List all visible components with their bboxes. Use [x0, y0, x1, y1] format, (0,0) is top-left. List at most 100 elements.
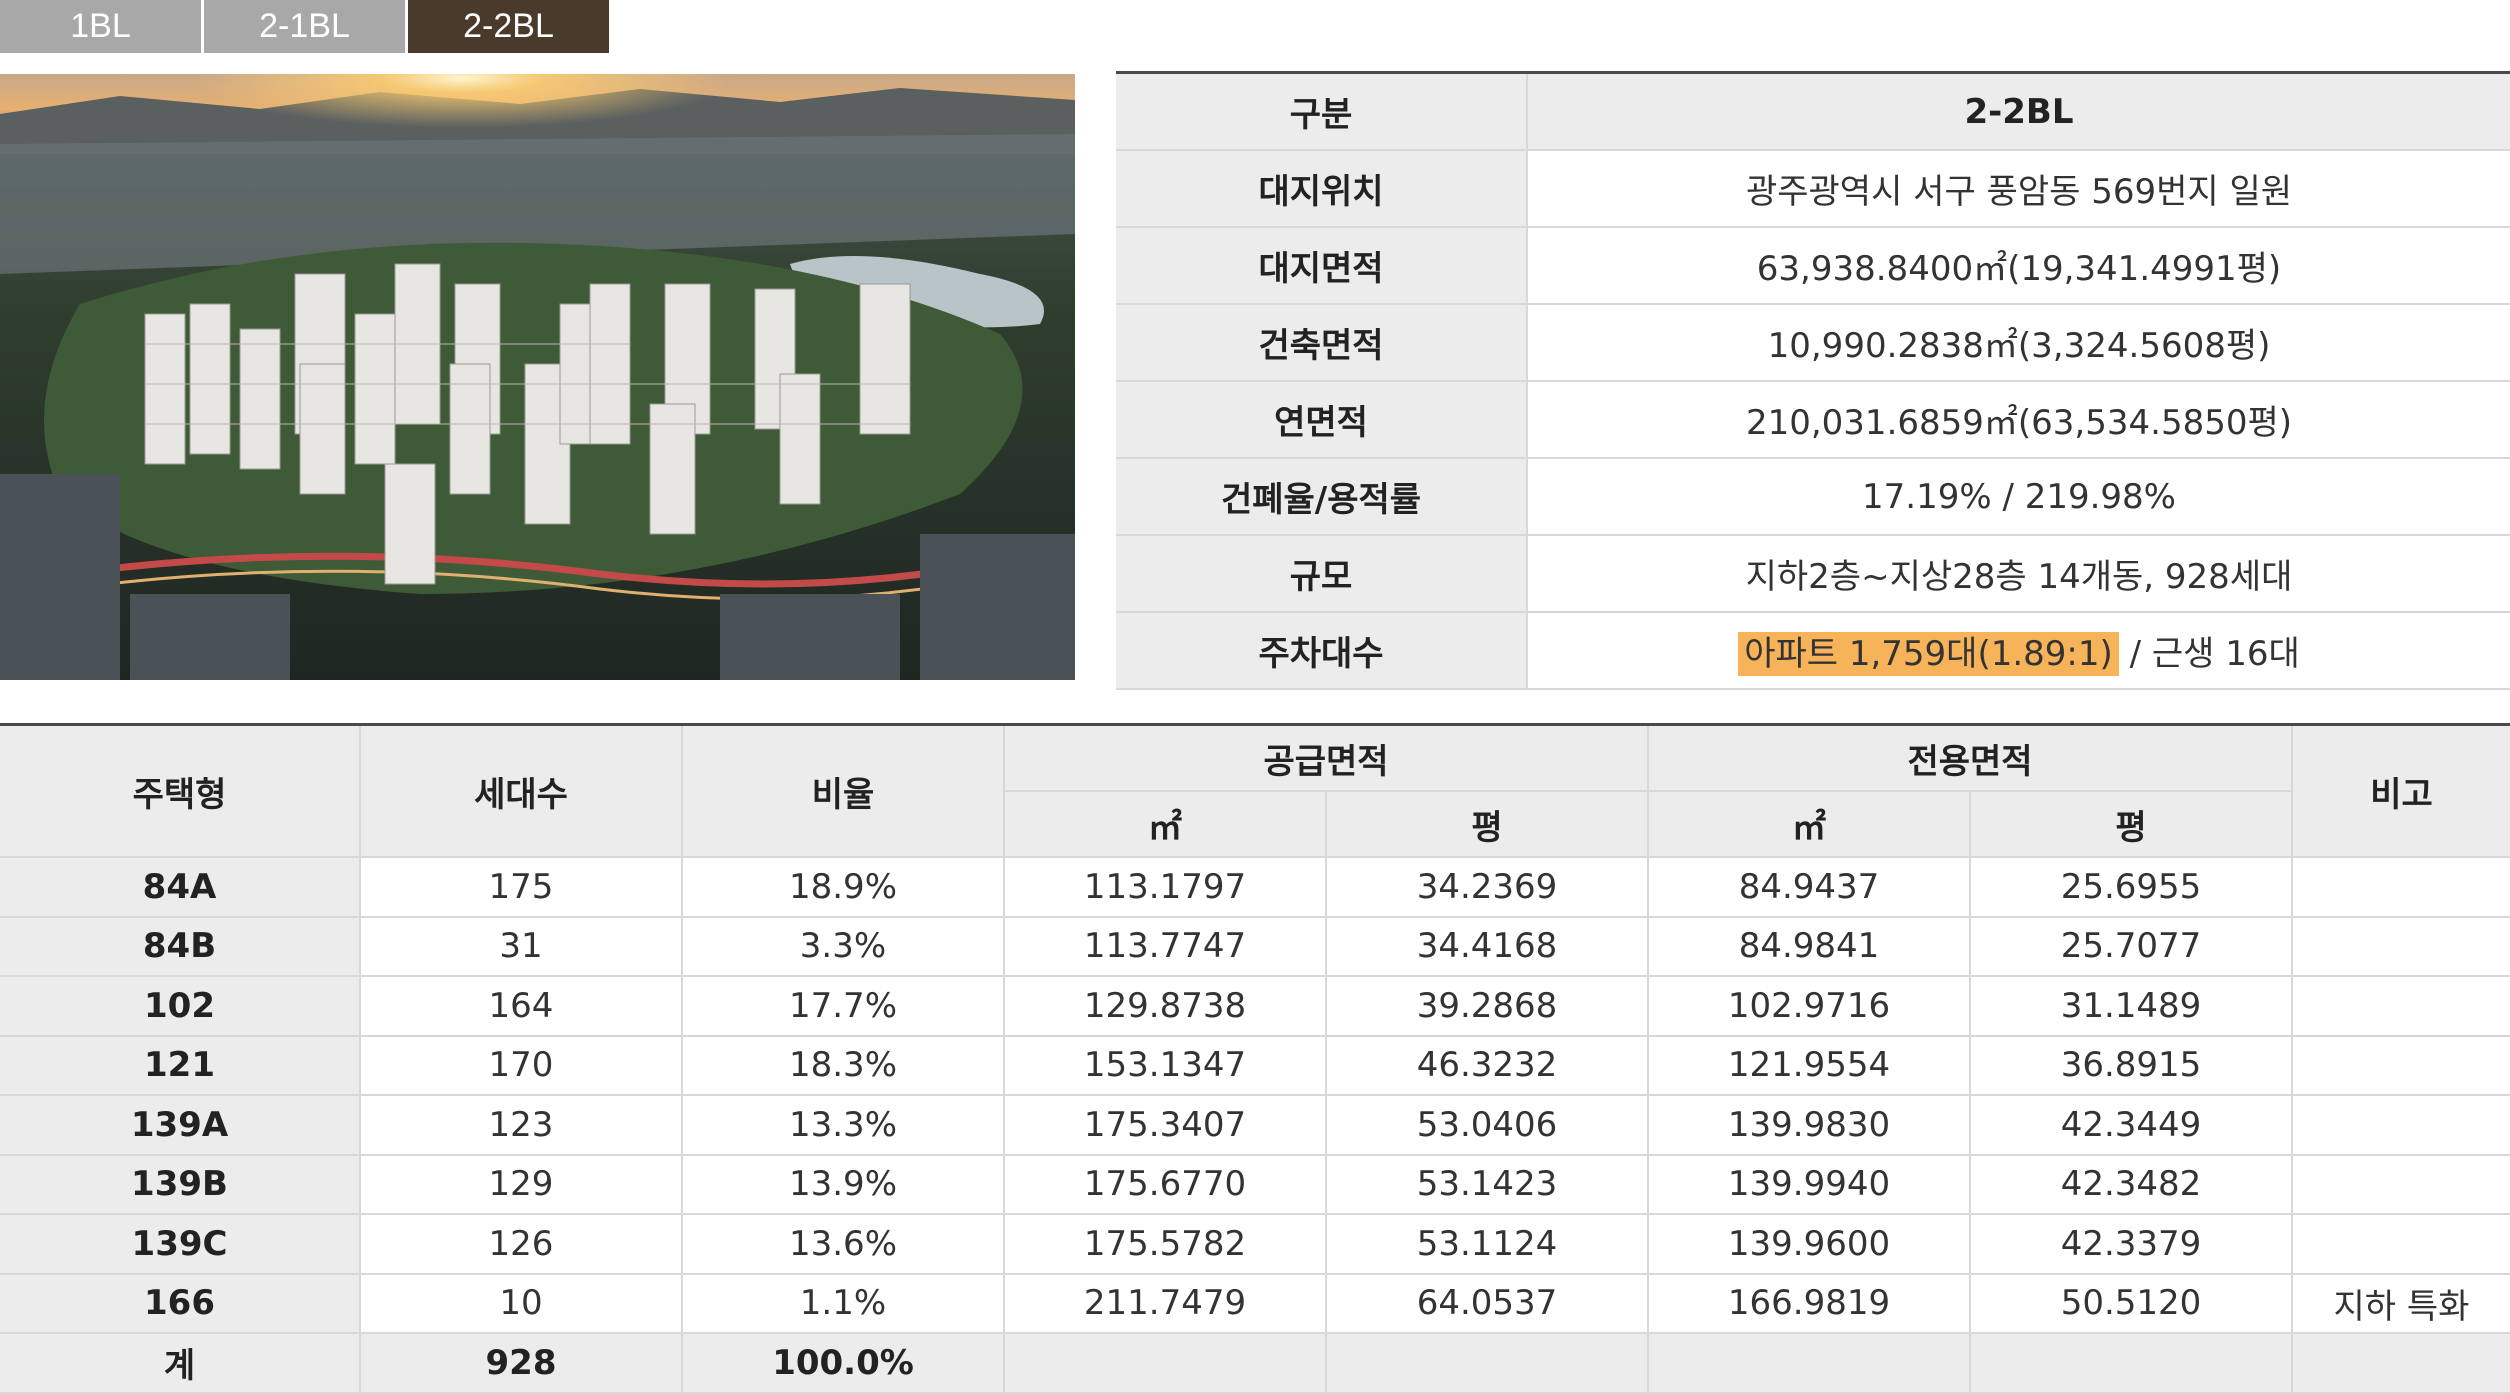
cell-ratio: 18.9%: [681, 856, 1005, 918]
header-supply-pyeong: 평: [1325, 791, 1649, 858]
project-summary-table: 구분 2-2BL 대지위치 광주광역시 서구 풍암동 569번지 일원 대지면적…: [1116, 71, 2510, 690]
cell-note: [2291, 1153, 2510, 1215]
cell-households: 31: [359, 915, 683, 977]
cell-exclusive-pyeong: 36.8915: [1969, 1034, 2293, 1096]
cell-ratio: 18.3%: [681, 1034, 1005, 1096]
cell-exclusive-sqm: 166.9819: [1647, 1272, 1971, 1334]
cell-note: [2291, 1094, 2510, 1156]
header-exclusive-sqm: ㎡: [1647, 791, 1971, 858]
cell-type: 84B: [0, 915, 361, 977]
table-row: 102 164 17.7% 129.8738 39.2868 102.9716 …: [0, 975, 2510, 1037]
table-row: 84A 175 18.9% 113.1797 34.2369 84.9437 2…: [0, 856, 2510, 918]
cell-exclusive-pyeong: 42.3482: [1969, 1153, 2293, 1215]
cell-supply-pyeong: 39.2868: [1325, 975, 1649, 1037]
cell-supply-pyeong: 46.3232: [1325, 1034, 1649, 1096]
cell-households: 164: [359, 975, 683, 1037]
header-ratio: 비율: [681, 724, 1005, 858]
table-row: 139A 123 13.3% 175.3407 53.0406 139.9830…: [0, 1094, 2510, 1156]
cell-note: [2291, 975, 2510, 1037]
table-row: 166 10 1.1% 211.7479 64.0537 166.9819 50…: [0, 1272, 2510, 1334]
cell-note: [2291, 1034, 2510, 1096]
cell-households: 126: [359, 1213, 683, 1275]
total-row: 계 928 100.0%: [0, 1332, 2510, 1394]
cell-exclusive-sqm: 139.9940: [1647, 1153, 1971, 1215]
cell-exclusive-sqm: 84.9841: [1647, 915, 1971, 977]
cell-supply-pyeong: 53.1124: [1325, 1213, 1649, 1275]
header-exclusive-area: 전용면적: [1647, 724, 2293, 792]
tab-1bl[interactable]: 1BL: [0, 0, 201, 53]
cell-ratio: 17.7%: [681, 975, 1005, 1037]
cell-exclusive-pyeong: 25.7077: [1969, 915, 2293, 977]
cell-exclusive-pyeong: 25.6955: [1969, 856, 2293, 918]
cell-supply-pyeong: 34.2369: [1325, 856, 1649, 918]
summary-label: 규모: [1116, 535, 1528, 613]
summary-label: 주차대수: [1116, 612, 1528, 690]
cell-type: 139A: [0, 1094, 361, 1156]
cell-households: 175: [359, 856, 683, 918]
table-row: 84B 31 3.3% 113.7747 34.4168 84.9841 25.…: [0, 915, 2510, 977]
parking-value: 아파트 1,759대(1.89:1) / 근생 16대: [1527, 612, 2510, 690]
cell-exclusive-sqm: 139.9830: [1647, 1094, 1971, 1156]
cell-note: [2291, 1213, 2510, 1275]
cell-supply-sqm: 175.3407: [1003, 1094, 1327, 1156]
summary-header-value: 2-2BL: [1527, 72, 2510, 151]
cell-supply-sqm: 211.7479: [1003, 1272, 1327, 1334]
cell-households: 129: [359, 1153, 683, 1215]
cell-note: [2291, 856, 2510, 918]
cell-exclusive-sqm: 84.9437: [1647, 856, 1971, 918]
tab-2-1bl[interactable]: 2-1BL: [204, 0, 405, 53]
summary-label: 건폐율/용적률: [1116, 458, 1528, 536]
cell-supply-pyeong: 64.0537: [1325, 1272, 1649, 1334]
cell-households: 10: [359, 1272, 683, 1334]
cell-empty: [1647, 1332, 1971, 1394]
cell-exclusive-pyeong: 50.5120: [1969, 1272, 2293, 1334]
cell-type: 139C: [0, 1213, 361, 1275]
cell-empty: [1003, 1332, 1327, 1394]
header-type: 주택형: [0, 724, 361, 858]
tab-2-2bl[interactable]: 2-2BL: [408, 0, 609, 53]
summary-label: 대지위치: [1116, 150, 1528, 228]
table-row: 121 170 18.3% 153.1347 46.3232 121.9554 …: [0, 1034, 2510, 1096]
summary-label: 대지면적: [1116, 227, 1528, 305]
cell-ratio: 1.1%: [681, 1272, 1005, 1334]
cell-ratio: 13.9%: [681, 1153, 1005, 1215]
parking-highlight: 아파트 1,759대(1.89:1): [1738, 632, 2119, 676]
cell-note: 지하 특화: [2291, 1272, 2510, 1334]
total-ratio: 100.0%: [681, 1332, 1005, 1394]
summary-value: 광주광역시 서구 풍암동 569번지 일원: [1527, 150, 2510, 228]
cell-empty: [1325, 1332, 1649, 1394]
summary-value: 17.19% / 219.98%: [1527, 458, 2510, 536]
summary-header-label: 구분: [1116, 72, 1528, 151]
cell-supply-pyeong: 53.1423: [1325, 1153, 1649, 1215]
block-tabs: 1BL 2-1BL 2-2BL: [0, 0, 612, 53]
header-supply-sqm: ㎡: [1004, 791, 1327, 858]
total-label: 계: [0, 1332, 361, 1394]
cell-households: 170: [359, 1034, 683, 1096]
cell-exclusive-pyeong: 31.1489: [1969, 975, 2293, 1037]
cell-exclusive-sqm: 121.9554: [1647, 1034, 1971, 1096]
cell-supply-sqm: 175.5782: [1003, 1213, 1327, 1275]
cell-type: 139B: [0, 1153, 361, 1215]
cell-empty: [1969, 1332, 2293, 1394]
header-supply-area: 공급면적: [1003, 724, 1649, 792]
summary-value: 10,990.2838㎡(3,324.5608평): [1527, 304, 2510, 382]
cell-ratio: 13.6%: [681, 1213, 1005, 1275]
cell-type: 166: [0, 1272, 361, 1334]
cell-supply-sqm: 153.1347: [1003, 1034, 1327, 1096]
cell-supply-sqm: 113.1797: [1003, 856, 1327, 918]
aerial-rendering-image: [0, 74, 1075, 680]
cell-supply-pyeong: 34.4168: [1325, 915, 1649, 977]
cell-supply-sqm: 175.6770: [1003, 1153, 1327, 1215]
cell-supply-pyeong: 53.0406: [1325, 1094, 1649, 1156]
cell-note: [2291, 915, 2510, 977]
cell-exclusive-pyeong: 42.3379: [1969, 1213, 2293, 1275]
cell-supply-sqm: 113.7747: [1003, 915, 1327, 977]
table-row: 139C 126 13.6% 175.5782 53.1124 139.9600…: [0, 1213, 2510, 1275]
cell-type: 102: [0, 975, 361, 1037]
cell-type: 121: [0, 1034, 361, 1096]
unit-rows: 84A 175 18.9% 113.1797 34.2369 84.9437 2…: [0, 856, 2510, 1394]
unit-type-table: 주택형 세대수 비율 공급면적 전용면적 비고 ㎡ 평 ㎡ 평 84A 175 …: [0, 723, 2510, 1394]
table-row: 139B 129 13.9% 175.6770 53.1423 139.9940…: [0, 1153, 2510, 1215]
header-households: 세대수: [359, 724, 683, 858]
parking-rest: / 근생 16대: [2118, 634, 2300, 674]
